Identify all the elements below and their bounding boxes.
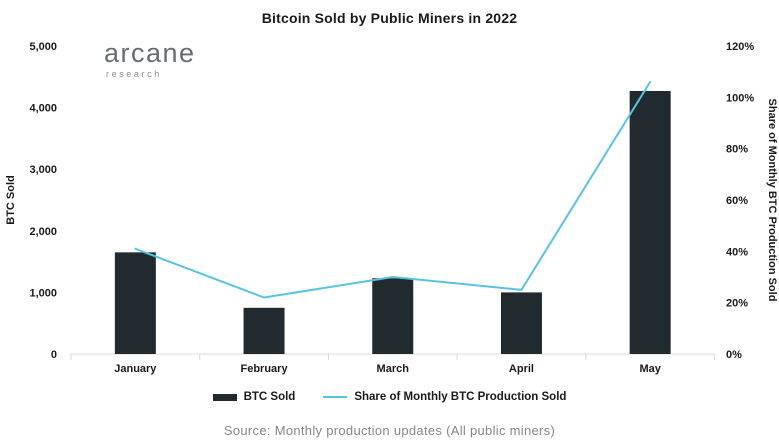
arcane-logo-subtitle: research (106, 69, 162, 79)
x-axis-category-label: March (377, 363, 410, 375)
right-axis-tick-label: 40% (726, 246, 748, 258)
arcane-logo: arcane research (104, 40, 196, 79)
right-axis-tick-label: 20% (726, 298, 748, 310)
left-axis-tick-label: 1,000 (29, 287, 57, 299)
line-swatch-icon (323, 396, 348, 398)
right-axis-title: Share of Monthly BTC Production Sold (766, 99, 778, 302)
bar-april (500, 292, 542, 354)
right-axis-tick-label: 80% (726, 144, 748, 156)
legend-label-share: Share of Monthly BTC Production Sold (354, 391, 567, 403)
chart-title: Bitcoin Sold by Public Miners in 2022 (261, 10, 518, 26)
x-axis-category-label: April (509, 363, 534, 375)
right-axis-tick-label: 120% (726, 41, 754, 53)
left-axis-tick-label: 3,000 (29, 164, 57, 176)
arcane-logo-wordmark: arcane (104, 38, 196, 68)
right-axis-tick-label: 60% (726, 195, 748, 207)
left-axis-tick-label: 5,000 (29, 41, 57, 53)
legend-item-share: Share of Monthly BTC Production Sold (323, 391, 566, 403)
bar-january (114, 252, 156, 354)
bar-swatch-icon (212, 393, 237, 401)
bar-may (629, 90, 671, 354)
legend-item-btc-sold: BTC Sold (212, 391, 296, 403)
x-axis-category-label: January (114, 363, 157, 375)
share-line (134, 80, 652, 299)
right-axis-tick-label: 0% (726, 349, 742, 361)
left-axis-tick-label: 2,000 (29, 226, 57, 238)
x-axis-category-label: May (639, 363, 661, 375)
bar-march (372, 278, 414, 354)
bar-february (243, 307, 285, 354)
right-axis-tick-label: 100% (726, 92, 754, 104)
legend-label-btc-sold: BTC Sold (243, 391, 296, 403)
chart-legend: BTC Sold Share of Monthly BTC Production… (0, 391, 779, 403)
left-axis-tick-label: 0 (51, 349, 57, 361)
left-axis-tick-label: 4,000 (29, 103, 57, 115)
source-note: Source: Monthly production updates (All … (223, 423, 556, 438)
x-axis-category-label: February (241, 363, 289, 375)
left-axis-title: BTC Sold (5, 175, 17, 225)
